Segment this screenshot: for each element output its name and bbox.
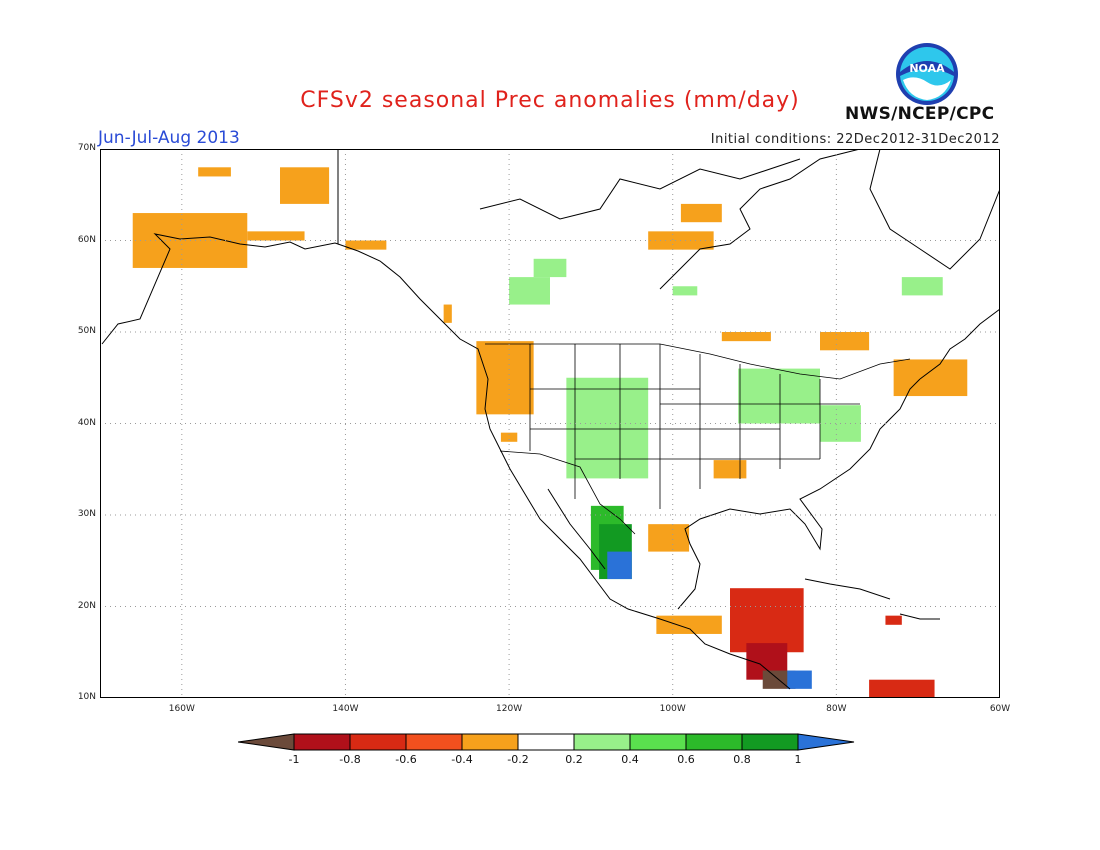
anomaly-cell	[509, 277, 550, 305]
anomaly-cell	[500, 432, 518, 442]
anomaly-cell	[476, 341, 534, 415]
anomaly-cell	[885, 615, 902, 625]
svg-text:NOAA: NOAA	[909, 62, 945, 75]
colorbar-tick-label: 0.2	[565, 753, 583, 766]
lon-tick-label: 120W	[496, 704, 523, 714]
anomaly-cell	[198, 167, 231, 177]
lat-tick-label: 70N	[77, 143, 96, 153]
anomaly-cell	[869, 679, 935, 698]
anomaly-cell	[721, 332, 771, 342]
anomaly-cell	[901, 277, 943, 296]
colorbar: -1 -0.8 -0.6 -0.4 -0.2 0.2 0.4 0.6 0.8 1	[238, 733, 855, 766]
chart-title: CFSv2 seasonal Prec anomalies (mm/day)	[300, 88, 800, 113]
anomaly-cell	[672, 286, 698, 296]
lon-tick-label: 80W	[826, 704, 847, 714]
forecast-period: Jun-Jul-Aug 2013	[98, 128, 240, 148]
anomaly-cell	[893, 359, 968, 397]
lon-tick-label: 60W	[989, 704, 1011, 714]
state-borders	[485, 343, 911, 535]
colorbar-segment	[517, 733, 575, 751]
anomaly-cell	[820, 332, 870, 351]
colorbar-arrow-low	[238, 733, 295, 751]
caribbean-islands	[804, 578, 940, 620]
anomaly-cell	[443, 304, 452, 323]
lat-tick-label: 40N	[77, 417, 96, 428]
colorbar-tick-label: 0.8	[733, 753, 751, 766]
arctic-islands	[479, 158, 801, 220]
colorbar-tick-label: 1	[795, 753, 802, 766]
colorbar-tick-label: -0.4	[451, 753, 472, 766]
lat-tick-label: 20N	[77, 600, 96, 611]
anomaly-cell	[280, 167, 330, 204]
atlantic-coast	[919, 308, 1000, 380]
colorbar-segment	[349, 733, 407, 751]
colorbar-tick-label: -1	[289, 753, 300, 766]
lat-tick-label: 60N	[77, 234, 96, 245]
anomaly-cell	[713, 460, 747, 479]
gulf-coast	[677, 378, 921, 610]
lon-tick-label: 100W	[659, 704, 686, 714]
anomaly-cell	[345, 240, 387, 250]
anomaly-cell	[787, 670, 812, 689]
colorbar-segment	[293, 733, 351, 751]
colorbar-arrow-high	[797, 733, 855, 751]
colorbar-segment	[573, 733, 631, 751]
initial-conditions: Initial conditions: 22Dec2012-31Dec2012	[710, 132, 1000, 147]
lat-tick-label: 30N	[77, 509, 96, 519]
colorbar-segment	[629, 733, 687, 751]
anomaly-cell	[566, 377, 649, 479]
colorbar-segment	[405, 733, 463, 751]
pacific-coast	[337, 243, 791, 690]
colorbar-tick-label: 0.4	[621, 753, 639, 766]
lat-lon-grid	[100, 149, 1000, 698]
greenland-coast	[869, 149, 1000, 270]
colorbar-segment	[685, 733, 743, 751]
anomaly-cell	[607, 551, 632, 580]
anomaly-cell	[680, 203, 722, 223]
lat-tick-label: 10N	[77, 692, 96, 702]
anomaly-cell	[247, 231, 305, 241]
baja-coast	[547, 488, 606, 570]
noaa-logo-icon: NOAA	[896, 43, 958, 105]
colorbar-tick-label: -0.8	[339, 753, 360, 766]
lat-tick-label: 50N	[77, 326, 96, 336]
anomaly-cell	[730, 588, 804, 653]
colorbar-segment	[741, 733, 799, 751]
lon-tick-label: 140W	[332, 704, 359, 714]
colorbar-tick-label: -0.6	[395, 753, 416, 766]
us-mexico-border	[499, 450, 636, 535]
anomaly-cell	[656, 615, 722, 634]
anomaly-cell	[533, 258, 567, 278]
colorbar-tick-label: 0.6	[677, 753, 695, 766]
anomaly-cell	[648, 524, 690, 552]
organization-label: NWS/NCEP/CPC	[845, 104, 995, 124]
anomaly-cell	[738, 368, 820, 424]
colorbar-tick-label: -0.2	[507, 753, 528, 766]
anomaly-map	[100, 149, 1000, 698]
colorbar-segment	[461, 733, 519, 751]
us-canada-border	[485, 343, 911, 380]
lon-tick-label: 160W	[168, 704, 195, 714]
hudson-bay-coast	[659, 149, 861, 290]
